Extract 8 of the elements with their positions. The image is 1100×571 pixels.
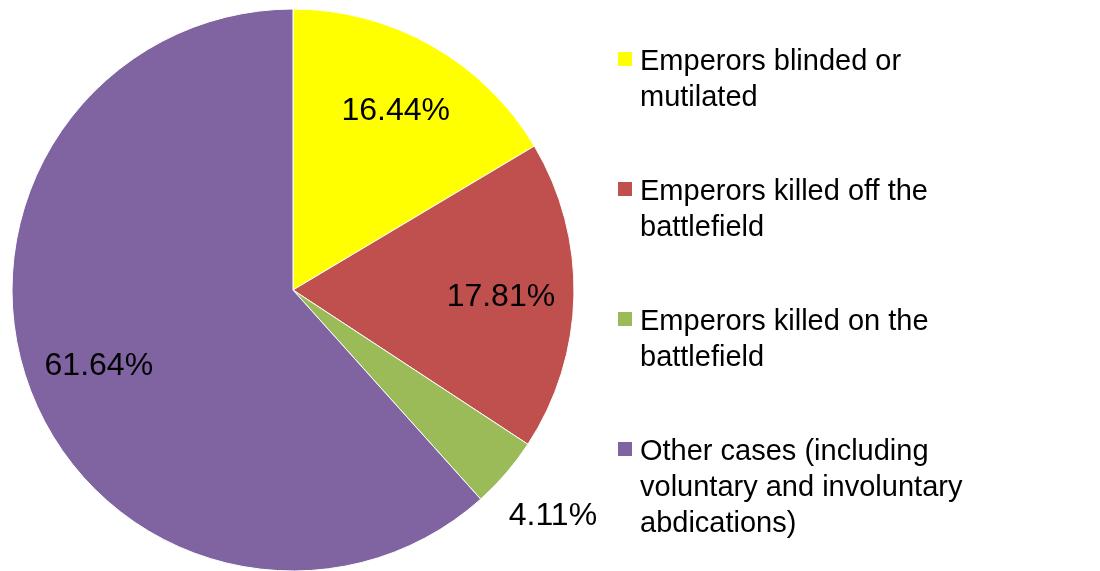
data-label: 16.44% [341,91,450,128]
data-label: 4.11% [508,495,598,532]
data-label: 61.64% [44,346,154,383]
legend-label: Other cases (including voluntary and involuntary abdications) [640,434,963,538]
data-label: 17.81% [446,276,556,313]
legend-label: Emperors blinded or mutilated [640,44,902,112]
legend-label: Emperors killed off the battlefield [640,174,928,242]
legend-label: Emperors killed on the battlefield [640,304,929,372]
